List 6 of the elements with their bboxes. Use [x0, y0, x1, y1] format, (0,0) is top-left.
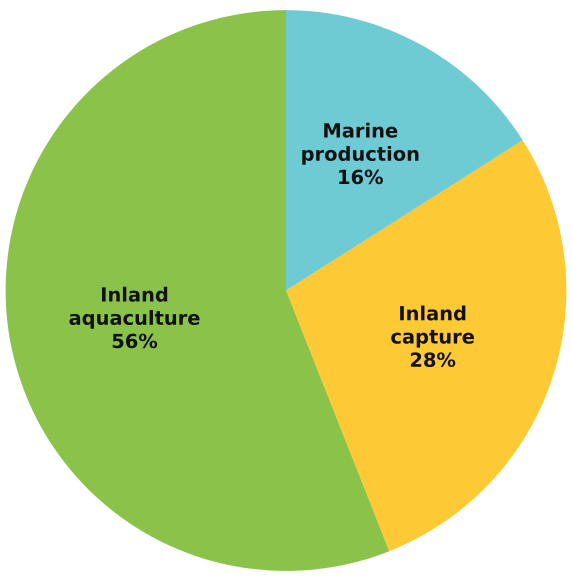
data-label: 16% [339, 170, 383, 184]
slice-label: Marine production [302, 122, 418, 165]
slice-label: Inland capture [391, 305, 474, 348]
slice-label: Inland aquaculture [69, 286, 200, 329]
data-label: 56% [112, 334, 158, 348]
data-label: 28% [410, 352, 456, 368]
